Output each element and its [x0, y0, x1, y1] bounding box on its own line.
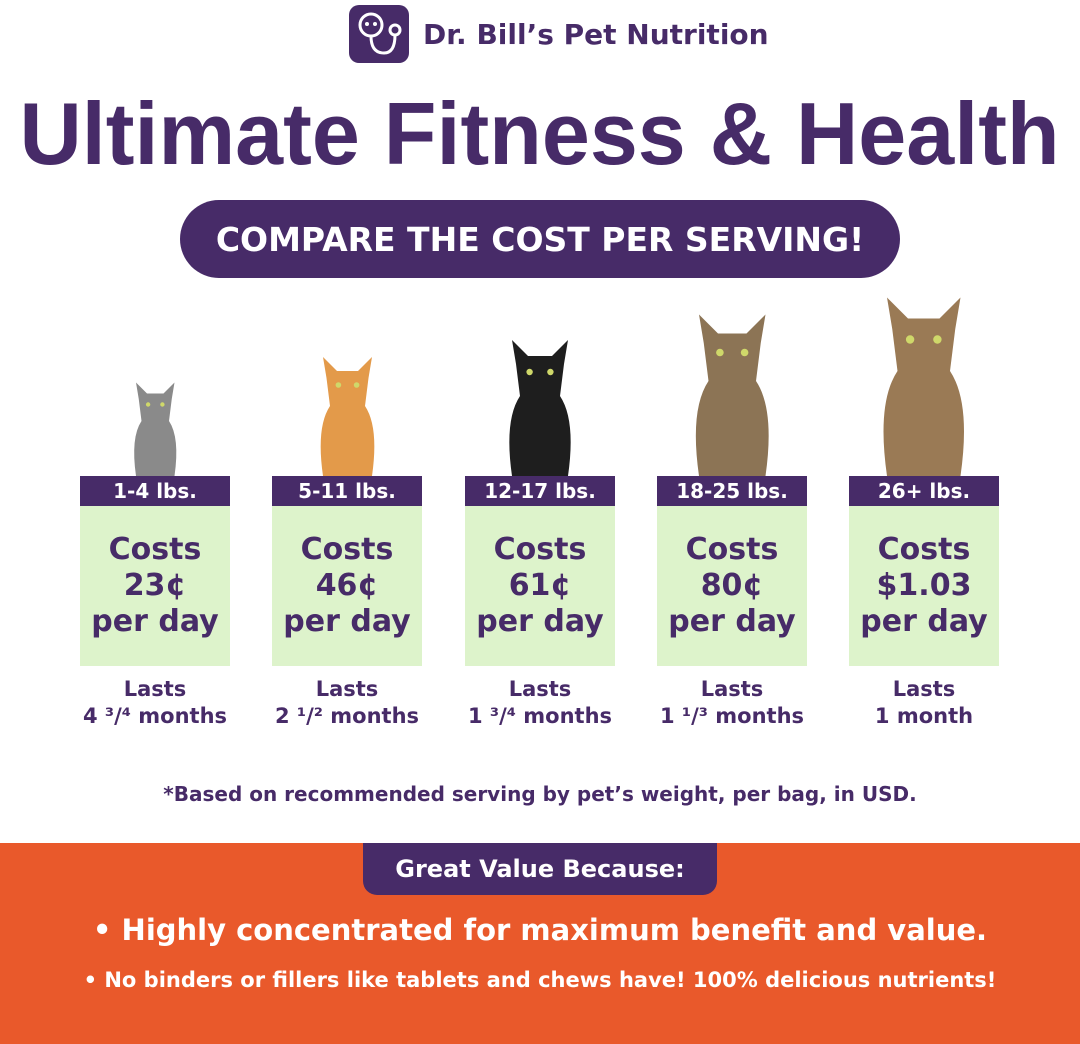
duration-value: 1 month — [874, 704, 974, 728]
duration-value: 1 ¹/³ months — [659, 704, 805, 728]
cost-box: Costs 23¢ per day — [80, 506, 230, 666]
cat-photo — [80, 290, 230, 476]
value-title-text: Great Value Because: — [395, 855, 685, 883]
weight-label-text: 1-4 lbs. — [113, 479, 197, 503]
compare-banner: COMPARE THE COST PER SERVING! — [180, 200, 900, 278]
duration-value: 1 ³/⁴ months — [467, 704, 613, 728]
cat-photo — [849, 290, 999, 476]
per-day-label: per day — [283, 604, 411, 639]
tier-column: 18-25 lbs. Costs 80¢ per day Lasts 1 ¹/³ mo… — [657, 290, 807, 730]
costs-label: Costs — [877, 532, 971, 567]
lasts-label: Lasts — [700, 677, 764, 701]
costs-label: Costs — [685, 532, 779, 567]
cost-box: Costs 61¢ per day — [465, 506, 615, 666]
costs-label: Costs — [493, 532, 587, 567]
cat-photo — [657, 290, 807, 476]
duration-value: 2 ¹/² months — [274, 704, 420, 728]
price: 61¢ — [508, 568, 572, 603]
weight-label: 1-4 lbs. — [80, 476, 230, 506]
brand: Dr. Bill’s Pet Nutrition — [349, 5, 769, 63]
per-day-label: per day — [476, 604, 604, 639]
compare-banner-text: COMPARE THE COST PER SERVING! — [215, 219, 865, 259]
footnote-row: *Based on recommended serving by pet’s w… — [0, 782, 1080, 806]
weight-label-text: 18-25 lbs. — [676, 479, 788, 503]
price: $1.03 — [876, 568, 972, 603]
per-day-label: per day — [91, 604, 219, 639]
lasts-label: Lasts — [892, 677, 956, 701]
tier-column: 5-11 lbs. Costs 46¢ per day Lasts 2 ¹/² mon… — [272, 290, 422, 730]
cat-photo — [272, 290, 422, 476]
footnote: *Based on recommended serving by pet’s w… — [163, 782, 917, 806]
weight-label: 18-25 lbs. — [657, 476, 807, 506]
headline-row: Ultimate Fitness & Health — [0, 84, 1080, 184]
costs-label: Costs — [108, 532, 202, 567]
lasts-label: Lasts — [315, 677, 379, 701]
cost-box: Costs $1.03 per day — [849, 506, 999, 666]
weight-label-text: 12-17 lbs. — [484, 479, 596, 503]
duration: Lasts 1 ³/⁴ months — [445, 676, 635, 730]
per-day-label: per day — [860, 604, 988, 639]
tier-column: 26+ lbs. Costs $1.03 per day Lasts 1 month — [849, 290, 999, 730]
value-title: Great Value Because: — [363, 843, 717, 895]
headline: Ultimate Fitness & Health — [19, 84, 1061, 183]
lasts-label: Lasts — [123, 677, 187, 701]
weight-label: 5-11 lbs. — [272, 476, 422, 506]
stethoscope-logo-icon — [349, 5, 409, 63]
weight-label-text: 26+ lbs. — [877, 479, 971, 503]
duration: Lasts 4 ³/⁴ months — [60, 676, 250, 730]
price: 80¢ — [700, 568, 764, 603]
tier-column: 12-17 lbs. Costs 61¢ per day Lasts 1 ³/⁴ mo… — [465, 290, 615, 730]
cost-box: Costs 80¢ per day — [657, 506, 807, 666]
weight-label-text: 5-11 lbs. — [298, 479, 396, 503]
duration: Lasts 1 ¹/³ months — [637, 676, 827, 730]
value-bullet: • Highly concentrated for maximum benefi… — [92, 913, 988, 947]
weight-label: 12-17 lbs. — [465, 476, 615, 506]
cat-photo — [465, 290, 615, 476]
duration: Lasts 2 ¹/² months — [252, 676, 442, 730]
duration: Lasts 1 month — [829, 676, 1019, 730]
value-bullet: • No binders or fillers like tablets and… — [83, 968, 997, 992]
tier-column: 1-4 lbs. Costs 23¢ per day Lasts 4 ³/⁴ mont… — [80, 290, 230, 730]
lasts-label: Lasts — [508, 677, 572, 701]
duration-value: 4 ³/⁴ months — [82, 704, 228, 728]
price: 23¢ — [123, 568, 187, 603]
value-bullet-row: • Highly concentrated for maximum benefi… — [0, 912, 1080, 948]
value-bullet-row: • No binders or fillers like tablets and… — [0, 966, 1080, 994]
brand-name: Dr. Bill’s Pet Nutrition — [423, 17, 769, 51]
per-day-label: per day — [668, 604, 796, 639]
costs-label: Costs — [300, 532, 394, 567]
price: 46¢ — [315, 568, 379, 603]
cost-box: Costs 46¢ per day — [272, 506, 422, 666]
weight-label: 26+ lbs. — [849, 476, 999, 506]
